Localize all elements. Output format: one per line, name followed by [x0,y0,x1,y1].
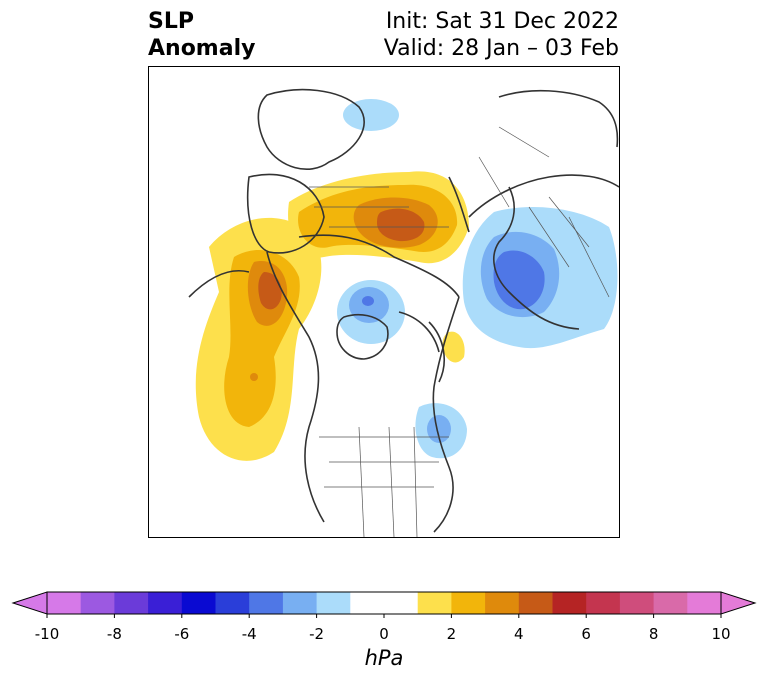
colorbar-segment [148,592,183,614]
canada-negative-anomaly [337,280,405,344]
europe-negative-anomaly [462,207,618,349]
colorbar-segment [586,592,621,614]
colorbar-tick-label: -6 [174,625,190,643]
colorbar-segment [114,592,149,614]
colorbar-segment [485,592,520,614]
colorbar-segment [552,592,587,614]
colorbar-segment [350,592,385,614]
colorbar-segment [282,592,318,614]
colorbar-segment [518,592,553,614]
colorbar-unit: hPa [364,646,404,670]
valid-range: Valid: 28 Jan – 03 Feb [383,36,619,61]
colorbar-tick-label: -4 [241,625,257,643]
coastlines [188,88,619,533]
colorbar-segment [619,592,655,614]
init-date: Init: Sat 31 Dec 2022 [385,9,619,34]
title-left: SLP Anomaly [148,8,255,62]
title-right: Init: Sat 31 Dec 2022 Valid: 28 Jan – 03… [384,8,619,62]
map-panel [148,66,620,538]
colorbar-tick-label: -8 [106,625,122,643]
colorbar-segment [687,592,722,614]
political-borders [309,126,610,537]
slp-anomaly-map [188,88,619,537]
colorbar-segment [249,592,284,614]
colorbar-tick-label: 6 [581,625,591,643]
colorbar-segment [80,592,115,614]
colorbar-tick-label: 0 [379,625,389,643]
colorbar-tick-label: 8 [648,625,659,643]
pacific-positive-anomaly [195,217,322,461]
atlantic-negative-anomaly [415,403,467,459]
colorbar-segments [47,592,722,614]
colorbar-max-extension [720,591,757,615]
colorbar-tick-label: 4 [514,625,524,643]
colorbar-segment [181,592,216,614]
colorbar-segment [316,592,351,614]
title-anomaly: Anomaly [148,36,256,61]
colorbar-min-extension [11,591,48,615]
title-variable: SLP [148,9,194,34]
colorbar-tick-label: -2 [309,625,325,643]
colorbar-tick-label: 2 [446,625,457,643]
siberia-positive-anomaly [288,171,469,363]
colorbar-tick-label: 10 [711,625,731,643]
colorbar-segment [417,592,452,614]
colorbar [11,591,757,618]
colorbar-segment [215,592,250,614]
colorbar-segment [384,592,419,614]
asia-negative-anomaly [343,99,399,131]
colorbar-tick-label: -10 [34,625,60,643]
colorbar-ticks [46,614,722,618]
colorbar-segment [47,592,82,614]
colorbar-segment [451,592,486,614]
colorbar-segment [653,592,688,614]
